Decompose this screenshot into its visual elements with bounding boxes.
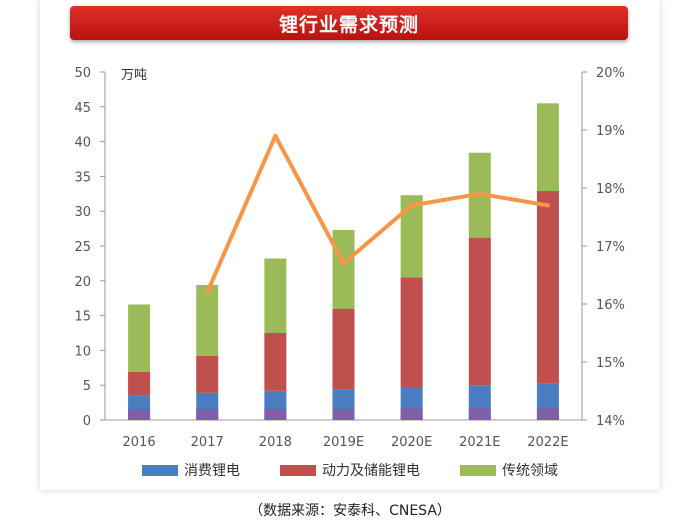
bar-power [468,237,491,386]
y-right-tick-label: 18% [596,182,625,197]
x-tick-label: 2019E [323,435,364,450]
legend-item-consumer: 消费锂电 [142,459,240,481]
x-tick-label: 2021E [459,435,500,450]
y-left-tick-label: 20 [74,275,91,290]
bar-base-layer [196,409,219,420]
bar-power [196,355,219,393]
growth-rate-line [205,133,550,295]
legend-item-power: 动力及储能锂电 [280,459,420,481]
bar-power [128,371,151,396]
bar-power [536,191,559,384]
y-left-unit: 万吨 [121,68,147,83]
bar-base-layer [128,409,151,420]
bar-traditional [400,195,423,278]
y-left-tick-label: 30 [74,205,91,220]
legend-item-traditional: 传统领域 [460,459,558,481]
bar-base-layer [264,408,287,420]
bar-base-layer [536,408,559,420]
source-note: （数据来源：安泰科、CNESA） [249,503,451,519]
chart-title: 锂行业需求预测 [278,13,419,36]
bar-base-layer [400,408,423,420]
legend-swatch-traditional [460,464,496,476]
bar-traditional [536,103,559,192]
y-left-tick-label: 35 [74,170,91,185]
growth-rate-point [273,133,278,138]
y-right-tick-label: 20% [596,66,625,81]
y-left-tick-label: 10 [74,344,91,359]
bar-traditional [196,284,219,356]
title-banner: 锂行业需求预测 [70,6,628,40]
y-left-tick-label: 25 [74,240,91,255]
x-tick-label: 2022E [527,435,568,450]
growth-rate-point [545,203,550,208]
growth-rate-point [341,261,346,266]
chart-canvas: 0 5 10 15 20 25 30 35 40 45 50 万吨 14% 15% 16% 17% 18% 19%… [74,66,625,450]
x-tick-label: 2016 [123,435,156,450]
bar-power [264,333,287,391]
y-right-tick-label: 17% [596,240,625,255]
y-right-tick-label: 19% [596,124,625,139]
legend-swatch-consumer [142,464,178,476]
bar-base-layer [332,408,355,420]
y-right-tick-label: 15% [596,356,625,371]
y-left-tick-label: 45 [74,101,91,116]
x-tick-label: 2020E [391,435,432,450]
legend-swatch-power [280,464,316,476]
y-left-tick-label: 40 [74,136,91,151]
y-right-tick-label: 16% [596,298,625,313]
x-tick-label: 2018 [259,435,292,450]
bar-traditional [332,229,355,309]
x-tick-label: 2017 [191,435,224,450]
bar-traditional [264,258,287,333]
y-left-tick-label: 50 [74,66,91,81]
growth-rate-point [477,191,482,196]
bar-power [400,277,423,388]
bar-traditional [128,304,151,372]
y-left-tick-label: 15 [74,310,91,325]
y-left-tick-label: 0 [83,414,91,429]
bar-power [332,308,355,390]
growth-rate-point [409,203,414,208]
y-left-tick-label: 5 [83,379,91,394]
bar-base-layer [468,408,491,420]
growth-rate-point [205,290,210,295]
legend: 消费锂电 动力及储能锂电 传统领域 [0,459,700,481]
y-right-tick-label: 14% [596,414,625,429]
legend-label-power: 动力及储能锂电 [322,463,420,479]
legend-label-traditional: 传统领域 [502,463,558,479]
legend-label-consumer: 消费锂电 [184,463,240,479]
